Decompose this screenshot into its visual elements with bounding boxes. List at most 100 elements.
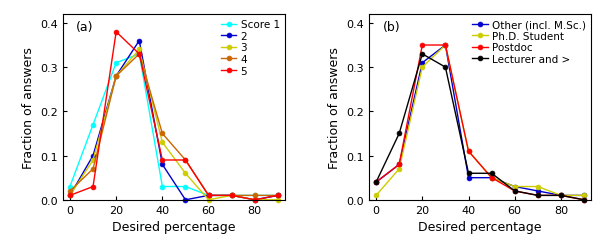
Line: Score 1: Score 1 [68, 52, 280, 198]
Ph.D. Student [442, 44, 449, 47]
5 [274, 194, 281, 197]
Score 1 [113, 62, 120, 65]
Postdoc [488, 176, 495, 180]
3 [228, 194, 235, 197]
2 [67, 194, 74, 197]
Ph.D. Student [395, 168, 403, 171]
5 [228, 194, 235, 197]
Other (incl. M.Sc.) [534, 190, 541, 193]
Line: 3: 3 [68, 48, 280, 202]
Postdoc [373, 181, 380, 184]
Score 1 [182, 185, 189, 188]
Postdoc [419, 44, 426, 47]
4 [89, 168, 97, 171]
5 [136, 53, 143, 56]
Other (incl. M.Sc.) [580, 194, 587, 197]
Line: Postdoc: Postdoc [374, 44, 586, 203]
Score 1 [67, 185, 74, 188]
Y-axis label: Fraction of answers: Fraction of answers [22, 47, 35, 168]
3 [136, 49, 143, 52]
Line: 4: 4 [68, 52, 280, 198]
4 [67, 190, 74, 193]
2 [182, 198, 189, 202]
X-axis label: Desired percentage: Desired percentage [112, 220, 236, 233]
3 [274, 198, 281, 202]
Line: 5: 5 [68, 30, 280, 202]
5 [89, 185, 97, 188]
5 [182, 159, 189, 162]
Score 1 [228, 194, 235, 197]
Text: (a): (a) [76, 20, 94, 34]
Lecturer and > [395, 132, 403, 136]
Postdoc [465, 150, 472, 153]
Score 1 [89, 124, 97, 126]
Lecturer and > [511, 190, 518, 193]
Score 1 [205, 194, 212, 197]
5 [159, 159, 166, 162]
2 [89, 154, 97, 158]
Lecturer and > [419, 53, 426, 56]
Postdoc [580, 198, 587, 202]
2 [159, 163, 166, 166]
5 [251, 198, 259, 202]
Other (incl. M.Sc.) [442, 44, 449, 47]
5 [67, 194, 74, 197]
Other (incl. M.Sc.) [373, 181, 380, 184]
Lecturer and > [442, 66, 449, 69]
Score 1 [274, 194, 281, 197]
Score 1 [159, 185, 166, 188]
Other (incl. M.Sc.) [419, 62, 426, 65]
Postdoc [557, 194, 565, 197]
2 [274, 194, 281, 197]
Line: Other (incl. M.Sc.): Other (incl. M.Sc.) [374, 44, 586, 198]
Ph.D. Student [557, 194, 565, 197]
Other (incl. M.Sc.) [511, 185, 518, 188]
Ph.D. Student [488, 176, 495, 180]
Y-axis label: Fraction of answers: Fraction of answers [328, 47, 341, 168]
Ph.D. Student [511, 185, 518, 188]
4 [159, 132, 166, 136]
Score 1 [251, 194, 259, 197]
Lecturer and > [580, 198, 587, 202]
Postdoc [511, 190, 518, 193]
3 [67, 194, 74, 197]
2 [228, 194, 235, 197]
2 [136, 40, 143, 43]
4 [274, 194, 281, 197]
Postdoc [442, 44, 449, 47]
5 [205, 194, 212, 197]
3 [113, 75, 120, 78]
Legend: Score 1, 2, 3, 4, 5: Score 1, 2, 3, 4, 5 [218, 18, 282, 78]
3 [89, 159, 97, 162]
Postdoc [534, 194, 541, 197]
3 [159, 141, 166, 144]
Lecturer and > [465, 172, 472, 175]
Other (incl. M.Sc.) [465, 176, 472, 180]
3 [205, 198, 212, 202]
Ph.D. Student [534, 185, 541, 188]
Line: Ph.D. Student: Ph.D. Student [374, 44, 586, 198]
4 [205, 194, 212, 197]
Ph.D. Student [373, 194, 380, 197]
4 [228, 194, 235, 197]
Line: Lecturer and >: Lecturer and > [374, 52, 586, 203]
Ph.D. Student [580, 194, 587, 197]
Text: (b): (b) [382, 20, 400, 34]
Legend: Other (incl. M.Sc.), Ph.D. Student, Postdoc, Lecturer and >: Other (incl. M.Sc.), Ph.D. Student, Post… [470, 18, 588, 67]
2 [205, 194, 212, 197]
Lecturer and > [488, 172, 495, 175]
2 [113, 75, 120, 78]
X-axis label: Desired percentage: Desired percentage [418, 220, 542, 233]
Lecturer and > [534, 194, 541, 197]
Lecturer and > [557, 194, 565, 197]
Postdoc [395, 163, 403, 166]
4 [251, 194, 259, 197]
Other (incl. M.Sc.) [557, 194, 565, 197]
3 [251, 198, 259, 202]
4 [136, 53, 143, 56]
Other (incl. M.Sc.) [488, 176, 495, 180]
Ph.D. Student [419, 66, 426, 69]
Line: 2: 2 [68, 39, 280, 202]
5 [113, 31, 120, 34]
Lecturer and > [373, 181, 380, 184]
